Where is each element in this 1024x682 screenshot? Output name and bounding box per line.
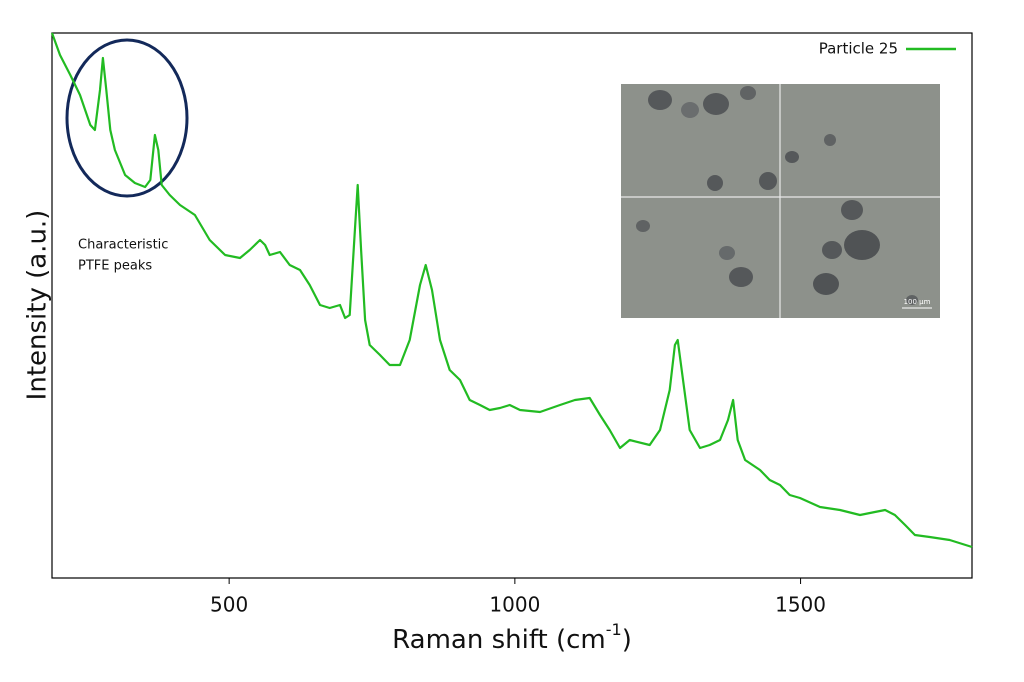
highlight-ellipse: [65, 38, 189, 198]
x-axis-label: Raman shift (cm-1): [392, 620, 632, 655]
x-label-sup: -1: [606, 620, 622, 639]
inset-image: 100 µm: [621, 84, 940, 318]
x-label-text: Raman shift (cm: [392, 625, 606, 655]
x-tick-label: 1500: [775, 593, 826, 617]
data-line: [50, 32, 973, 549]
y-axis-label: Intensity (a.u.): [23, 210, 53, 401]
x-label-end: ): [622, 625, 632, 655]
legend-label: Particle 25: [819, 40, 898, 58]
plot-frame: [51, 32, 973, 579]
annotation: PTFE peaks: [78, 259, 152, 274]
x-tick-label: 500: [210, 593, 248, 617]
x-tick-label: 1000: [489, 593, 540, 617]
annotation: Characteristic: [78, 238, 168, 253]
scale-label: 100 µm: [904, 298, 931, 306]
